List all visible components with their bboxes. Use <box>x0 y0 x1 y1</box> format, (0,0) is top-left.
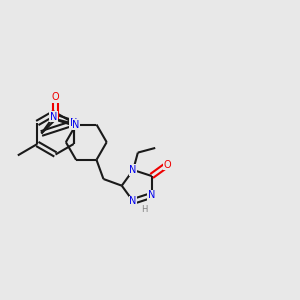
Text: O: O <box>52 92 60 103</box>
Text: N: N <box>70 118 77 128</box>
Text: N: N <box>50 112 57 122</box>
Text: H: H <box>141 205 147 214</box>
Text: O: O <box>164 160 171 170</box>
Text: N: N <box>130 165 137 175</box>
Text: N: N <box>72 119 80 130</box>
Text: N: N <box>148 190 155 200</box>
Text: N: N <box>130 196 137 206</box>
